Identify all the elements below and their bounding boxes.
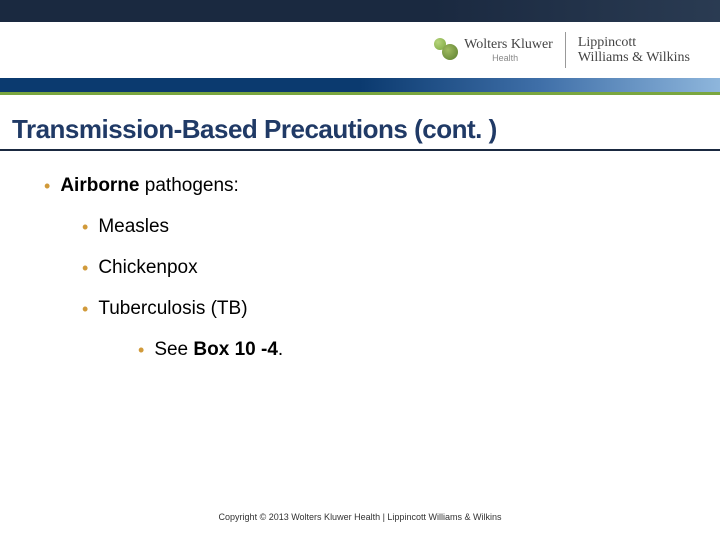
l3-post: . — [278, 339, 283, 360]
l3-text: See Box 10 -4. — [154, 337, 283, 364]
wk-logo-icon — [434, 38, 458, 62]
bullet-icon: • — [82, 296, 88, 323]
content-body: • Airborne pathogens: • Measles • Chicke… — [0, 151, 720, 364]
bullet-icon: • — [138, 337, 144, 364]
l3-strong: Box 10 -4 — [193, 339, 277, 360]
brand2-line2: Williams & Wilkins — [578, 50, 690, 65]
bullet-level2: • Chickenpox — [82, 255, 676, 282]
l2-item-1: Chickenpox — [98, 255, 197, 282]
bullet-level1: • Airborne pathogens: — [44, 173, 676, 200]
bullet-level2: • Measles — [82, 214, 676, 241]
l1-rest: pathogens: — [140, 175, 239, 196]
bullet-level2: • Tuberculosis (TB) — [82, 296, 676, 323]
header: Wolters Kluwer Health Lippincott William… — [0, 0, 720, 100]
brand-group: Wolters Kluwer Health Lippincott William… — [434, 32, 690, 68]
brand2-line1: Lippincott — [578, 35, 690, 50]
brand1-main: Wolters Kluwer — [464, 38, 553, 52]
l2-item-2: Tuberculosis (TB) — [98, 296, 247, 323]
lippincott-block: Lippincott Williams & Wilkins — [578, 35, 690, 66]
slide-title: Transmission-Based Precautions (cont. ) — [12, 114, 708, 145]
brand1-sub: Health — [492, 54, 553, 63]
l1-strong: Airborne — [60, 175, 139, 196]
header-green-bar — [0, 92, 720, 95]
header-brand-row: Wolters Kluwer Health Lippincott William… — [0, 22, 720, 78]
l1-text: Airborne pathogens: — [60, 173, 239, 200]
brand-divider — [565, 32, 566, 68]
title-area: Transmission-Based Precautions (cont. ) — [0, 100, 720, 151]
bullet-level3: • See Box 10 -4. — [138, 337, 676, 364]
bullet-icon: • — [44, 173, 50, 200]
bullet-icon: • — [82, 255, 88, 282]
l2-item-0: Measles — [98, 214, 169, 241]
header-dark-bar — [0, 0, 720, 22]
bullet-icon: • — [82, 214, 88, 241]
wk-text: Wolters Kluwer Health — [464, 38, 553, 63]
l3-pre: See — [154, 339, 193, 360]
wolters-kluwer-block: Wolters Kluwer Health — [434, 38, 553, 63]
header-blue-bar — [0, 78, 720, 92]
copyright-footer: Copyright © 2013 Wolters Kluwer Health |… — [0, 512, 720, 522]
